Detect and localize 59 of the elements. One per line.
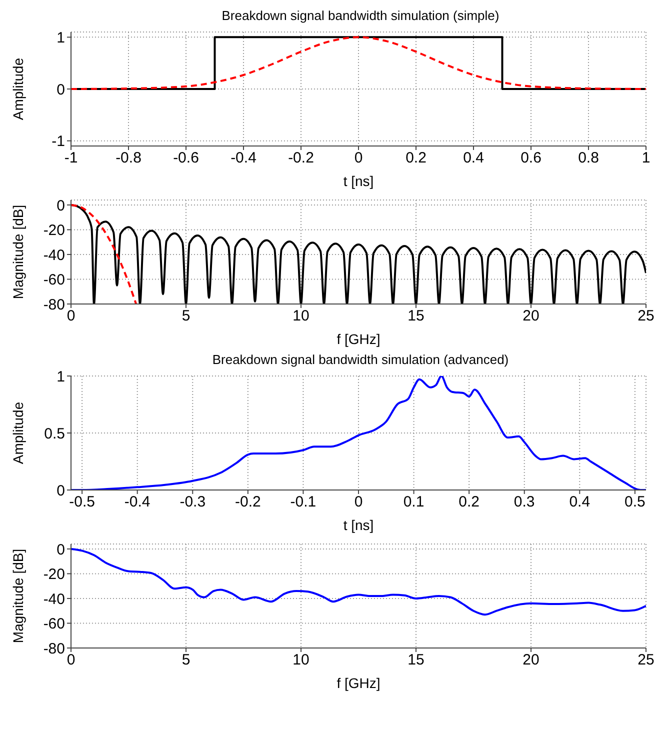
y-tick-label: -40 [43,590,65,608]
y-tick-label: 1 [56,30,65,47]
x-tick-label: -0.4 [124,494,150,511]
y-tick-label: 0 [56,482,65,500]
y-tick-label: -20 [43,222,65,240]
x-tick-label: -0.5 [69,494,95,511]
y-tick-label: -60 [43,616,65,633]
x-tick-label: 0.4 [569,494,590,511]
x-tick-label: 1 [642,150,650,167]
x-tick-label: 0.8 [578,150,599,167]
x-tick-label: 5 [182,308,190,325]
y-tick-label: -80 [43,640,65,658]
x-tick-label: 0.6 [520,150,542,167]
x-axis-title: t [ns] [343,517,374,533]
line-series [71,548,646,616]
x-tick-label: 10 [292,652,310,669]
x-tick-label: 0.4 [463,150,484,167]
y-axis-title: Amplitude [10,58,26,120]
y-tick-label: 0.5 [44,425,65,442]
x-tick-label: 0.1 [403,494,424,511]
y-axis-title: Amplitude [10,402,26,464]
x-tick-label: -0.3 [180,494,206,511]
y-axis-title: Magnitude [dB] [10,204,26,300]
x-tick-label: 0.2 [458,494,480,511]
x-tick-label: -0.4 [230,150,256,167]
x-tick-label: 0 [354,494,363,511]
x-tick-label: 25 [638,308,654,325]
x-tick-label: 10 [292,308,310,325]
x-tick-label: -0.2 [288,150,314,167]
x-tick-label: 0 [354,150,363,167]
y-tick-label: -40 [43,246,65,264]
x-axis-title: t [ns] [343,173,374,189]
y-axis-title: Magnitude [dB] [10,548,26,644]
x-axis-title: f [GHz] [336,675,380,691]
x-axis-title: f [GHz] [336,331,380,347]
x-tick-label: 15 [408,308,424,325]
x-tick-label: -0.2 [234,494,261,511]
x-tick-label: -0.8 [116,150,142,167]
y-tick-label: -20 [43,566,65,584]
x-tick-label: 0.3 [514,494,535,511]
x-tick-label: -0.6 [173,150,199,167]
x-tick-label: 25 [638,652,654,669]
y-tick-label: -60 [43,272,65,289]
y-tick-label: 0 [56,541,65,558]
y-tick-label: 0 [56,197,65,214]
line-series [71,204,138,304]
x-tick-label: 20 [522,652,540,669]
x-tick-label: -0.1 [290,494,316,511]
x-tick-label: 5 [182,652,190,669]
x-tick-label: 0.2 [406,150,426,167]
chart-title: Breakdown signal bandwidth simulation (simple) [220,8,500,25]
y-tick-label: 1 [56,368,65,386]
y-tick-label: -80 [43,296,65,314]
y-tick-label: 0 [56,81,65,98]
x-tick-label: 20 [522,308,540,325]
chart-title: Breakdown signal bandwidth simulation (advanced) [211,352,510,369]
x-tick-label: 15 [408,652,424,669]
y-tick-label: -1 [52,133,65,150]
x-tick-label: 0.5 [624,494,646,511]
